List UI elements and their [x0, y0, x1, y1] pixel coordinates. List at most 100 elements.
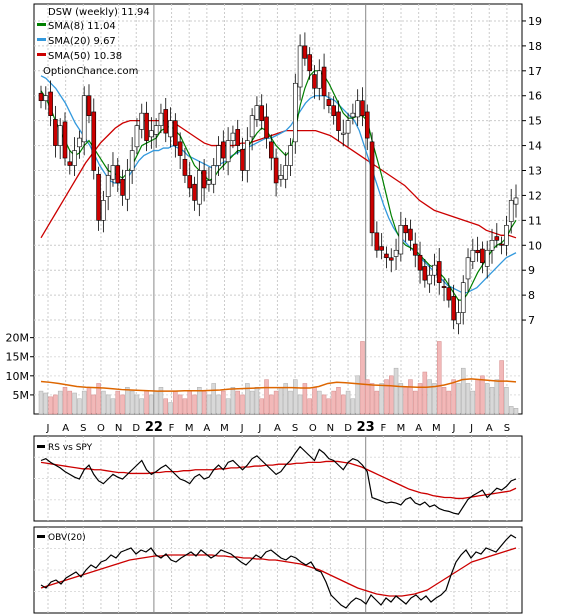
- month-label: J: [240, 423, 244, 434]
- month-label: S: [292, 423, 298, 434]
- candle-body: [340, 132, 346, 135]
- legend: DSW (weekly) 11.94 SMA(8) 11.04 SMA(20) …: [37, 7, 150, 77]
- candle-body: [149, 130, 154, 138]
- month-label: J: [257, 423, 261, 434]
- volume-bar: [451, 379, 456, 415]
- candle-body: [326, 99, 332, 107]
- volume-bar: [456, 383, 461, 415]
- volume-bar: [221, 390, 226, 415]
- candle-body: [134, 125, 140, 148]
- candle-body: [216, 145, 221, 166]
- candle-body: [38, 92, 44, 102]
- price-tick-label: 13: [528, 165, 542, 178]
- obv-panel: OBV(20): [33, 526, 523, 614]
- volume-bar: [101, 390, 106, 415]
- volume-tick-label: 20M: [6, 332, 30, 345]
- month-label: M: [185, 423, 194, 434]
- price-tick-label: 14: [528, 140, 542, 153]
- price-tick-label: 10: [528, 239, 542, 252]
- candle-body: [312, 74, 317, 89]
- volume-bar: [192, 394, 197, 415]
- candle-body: [72, 150, 77, 166]
- volume-bar: [317, 390, 322, 415]
- legend-label-sma50: SMA(50) 10.38: [48, 51, 122, 62]
- volume-bar: [139, 398, 145, 415]
- month-label: M: [432, 423, 441, 434]
- candle-body: [273, 157, 279, 184]
- candle-body: [460, 282, 466, 313]
- candle-body: [513, 197, 519, 205]
- month-label: S: [504, 423, 510, 434]
- volume-bar: [230, 387, 236, 415]
- candle-body: [436, 261, 442, 283]
- volume-bar: [336, 387, 341, 415]
- volume-bar: [446, 390, 452, 415]
- obv-sma-line: [40, 547, 517, 597]
- candle-body: [163, 109, 169, 134]
- price-panel: 7 8 9 10 11 12 13 14 15 16 17 18 19 5M 10M 15M 20M DSW …: [6, 3, 542, 415]
- price-tick-label: 7: [528, 314, 535, 327]
- obv-lines: [40, 534, 517, 609]
- candle-body: [57, 125, 63, 146]
- volume-bar: [412, 390, 418, 415]
- volume-sma-line: [40, 378, 517, 392]
- candle-body: [110, 165, 116, 180]
- volume-bar: [326, 398, 332, 415]
- candle-body: [441, 286, 447, 288]
- candle-body: [254, 105, 260, 120]
- volume-bar: [331, 390, 336, 415]
- candle-body: [288, 145, 293, 166]
- volume-bar: [345, 390, 351, 415]
- candle-body: [240, 149, 245, 171]
- candle-body: [465, 257, 471, 280]
- volume-bar: [168, 402, 173, 415]
- price-tick-label: 17: [528, 65, 542, 78]
- volume-tick-label: 15M: [6, 351, 30, 364]
- volume-bar: [177, 394, 183, 415]
- candle-body: [211, 165, 217, 185]
- legend-swatch-sma8: [37, 23, 46, 26]
- volume-bar: [504, 387, 509, 415]
- legend-swatch-sma50: [37, 53, 46, 56]
- candle-body: [77, 137, 82, 148]
- price-tick-label: 15: [528, 115, 542, 128]
- candle-body: [321, 66, 327, 97]
- volume-bar: [245, 383, 250, 415]
- candle-body: [369, 141, 375, 234]
- candle-body: [101, 200, 106, 221]
- candle-body: [283, 165, 288, 180]
- candle-body: [427, 274, 432, 285]
- volume-bar: [365, 379, 370, 415]
- volume-bar: [513, 408, 519, 415]
- volume-bar: [48, 396, 53, 415]
- month-label: A: [274, 423, 281, 434]
- candle-body: [307, 54, 312, 72]
- candle-body: [115, 165, 121, 184]
- month-label: D: [132, 423, 140, 434]
- volume-bar: [62, 387, 68, 415]
- candle-body: [125, 170, 130, 200]
- volume-bar: [125, 387, 130, 415]
- price-tick-label: 19: [528, 15, 542, 28]
- candle-body: [451, 296, 456, 321]
- volume-bar: [206, 394, 212, 415]
- legend-label-sma20: SMA(20) 9.67: [48, 36, 116, 47]
- volume-bar: [307, 398, 312, 415]
- volume-bar: [278, 387, 284, 415]
- volume-tick-label: 10M: [6, 370, 30, 383]
- candle-body: [480, 248, 485, 264]
- rs-lines: [40, 445, 517, 515]
- candle-body: [53, 119, 58, 146]
- candle-body: [384, 253, 389, 259]
- month-label: N: [327, 423, 334, 434]
- volume-bar: [508, 406, 514, 415]
- candle-body: [489, 239, 495, 251]
- volume-bar: [240, 394, 245, 415]
- volume-bar: [355, 375, 360, 415]
- volume-bar: [134, 394, 140, 415]
- volume-bar: [436, 341, 442, 415]
- volume-bar: [374, 390, 380, 415]
- volume-bar: [269, 394, 274, 415]
- volume-bar: [149, 394, 154, 415]
- volume-bar: [480, 375, 485, 415]
